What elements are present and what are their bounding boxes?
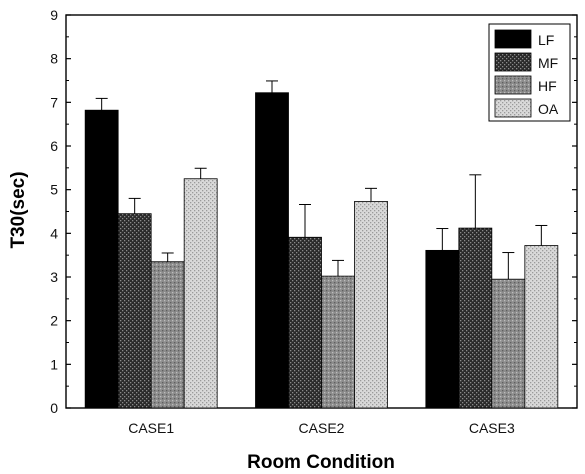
error-bar-oa-case1 [194, 167, 207, 179]
y-tick-label: 2 [50, 313, 58, 329]
bar-hf-case2 [321, 275, 355, 409]
y-tick-label: 9 [50, 7, 58, 23]
legend-swatch-hf [494, 75, 532, 95]
error-bar-hf-case2 [332, 259, 344, 277]
y-tick-label: 6 [50, 138, 58, 154]
y-tick-label: 4 [50, 225, 58, 241]
bar-oa-case1 [183, 178, 218, 409]
y-axis: 0 1 2 3 4 5 6 7 8 9 [50, 7, 577, 416]
y-axis-title: T30(sec) [8, 171, 29, 248]
error-bar-hf-case1 [161, 252, 174, 262]
y-tick-label: 3 [50, 269, 58, 285]
y-tick-label: 5 [50, 182, 58, 198]
error-bar-mf-case1 [128, 197, 141, 214]
bar-mf-case1 [117, 213, 152, 409]
legend-swatch-oa [494, 98, 532, 118]
legend-label-oa: OA [538, 101, 559, 117]
error-bar-oa-case2 [365, 187, 377, 202]
bar-hf-case1 [150, 261, 185, 409]
x-tick-label: CASE1 [128, 420, 174, 436]
error-bar-group [95, 80, 548, 280]
error-bar-lf-case3 [436, 228, 449, 251]
bar-lf-case2 [255, 92, 289, 409]
legend-swatch-lf [494, 29, 532, 49]
y-tick-label: 0 [50, 400, 58, 416]
bar-lf-case3 [425, 249, 460, 409]
x-tick-label: CASE2 [299, 420, 345, 436]
x-tick-label: CASE3 [469, 420, 515, 436]
error-bar-oa-case3 [535, 224, 548, 246]
y-tick-label: 7 [50, 94, 58, 110]
legend-swatch-mf [494, 52, 532, 72]
bar-lf-case1 [84, 109, 119, 409]
bar-mf-case3 [458, 227, 493, 409]
error-bar-lf-case1 [95, 97, 108, 111]
bar-mf-case2 [288, 236, 322, 409]
bar-group [84, 92, 559, 409]
y-tick-label: 8 [50, 51, 58, 67]
legend: LF MF HF OA [488, 23, 571, 122]
legend-label-lf: LF [538, 32, 554, 48]
error-bar-mf-case2 [299, 204, 311, 238]
error-bar-mf-case3 [469, 174, 482, 229]
bar-oa-case3 [524, 245, 559, 409]
x-axis-title: Room Condition [247, 452, 395, 473]
error-bar-lf-case2 [266, 80, 278, 93]
error-bar-hf-case3 [502, 252, 515, 280]
y-tick-label: 1 [50, 356, 58, 372]
legend-label-mf: MF [538, 55, 558, 71]
bar-oa-case2 [354, 201, 388, 409]
bar-hf-case3 [491, 278, 526, 409]
legend-label-hf: HF [538, 78, 557, 94]
x-axis: CASE1 CASE2 CASE3 [128, 403, 515, 436]
